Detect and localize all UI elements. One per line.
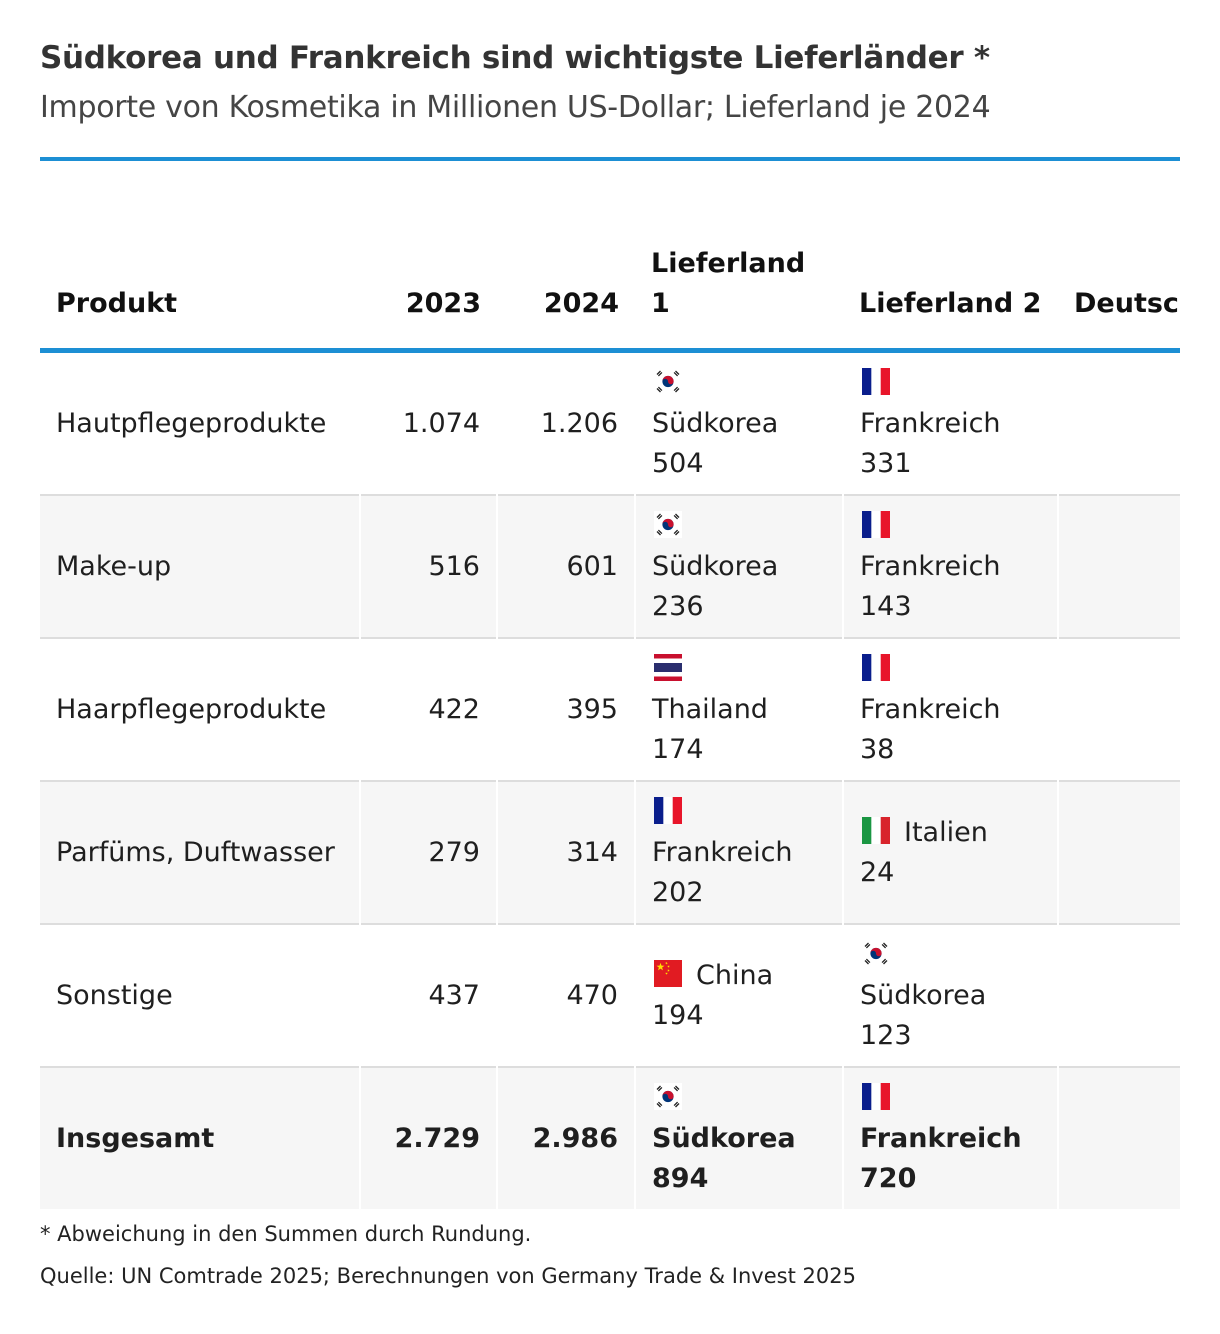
data-table-viewport[interactable]: Produkt 2023 2024 Lieferland 1 Lieferlan… (40, 210, 1180, 1209)
chart-subtitle: Importe von Kosmetika in Millionen US-Do… (40, 90, 991, 125)
column-header-deutschland: Deutsc (1058, 210, 1180, 353)
supplier-1-cell: Südkorea 236 (634, 495, 843, 638)
column-header-supplier-2: Lieferland 2 (843, 210, 1058, 353)
footnote: * Abweichung in den Summen durch Rundung… (40, 1222, 532, 1246)
supplier-country: Frankreich (860, 693, 1001, 725)
value-2024-cell: 395 (496, 638, 635, 781)
deutschland-cell (1057, 924, 1180, 1067)
supplier-1-cell: Südkorea 504 (634, 350, 843, 495)
value-2023-cell: 516 (359, 495, 497, 638)
value-2024-cell: 601 (496, 495, 635, 638)
value-2024-cell: 314 (496, 781, 635, 924)
supplier-value: 331 (860, 447, 912, 479)
source-note: Quelle: UN Comtrade 2025; Berechnungen v… (40, 1264, 856, 1288)
supplier-country: China (696, 959, 774, 991)
title-divider (40, 157, 1180, 161)
supplier-2-cell: Frankreich 331 (842, 350, 1058, 495)
thailand-flag-icon (654, 653, 682, 681)
supplier-value: 174 (652, 733, 704, 765)
deutschland-cell (1057, 1067, 1180, 1209)
south-korea-flag-icon (862, 939, 890, 967)
supplier-value: 123 (860, 1019, 912, 1051)
value-2024-cell: 1.206 (496, 350, 635, 495)
value-2024-cell: 470 (496, 924, 635, 1067)
chart-title: Südkorea und Frankreich sind wichtigste … (40, 40, 990, 76)
deutschland-cell (1057, 638, 1180, 781)
south-korea-flag-icon (654, 1082, 682, 1110)
table-header-row: Produkt 2023 2024 Lieferland 1 Lieferlan… (40, 210, 1180, 353)
supplier-value: 504 (652, 447, 704, 479)
italy-flag-icon (862, 816, 890, 844)
france-flag-icon (862, 653, 890, 681)
supplier-value: 202 (652, 876, 704, 908)
supplier-value: 194 (652, 999, 704, 1031)
table-row: Make-up 516 601 Südkorea 236 Frankreich 143 (40, 495, 1180, 638)
france-flag-icon (654, 796, 682, 824)
table-row: Parfüms, Duftwasser 279 314 Frankreich 202 It… (40, 781, 1180, 924)
column-header-supplier-1: Lieferland 1 (635, 210, 843, 353)
value-2023-cell: 2.729 (359, 1067, 497, 1209)
supplier-country: Frankreich (860, 1122, 1022, 1154)
value-2023-cell: 437 (359, 924, 497, 1067)
product-cell: Hautpflegeprodukte (56, 407, 327, 439)
supplier-value: 720 (860, 1162, 917, 1194)
supplier-value: 894 (652, 1162, 709, 1194)
supplier-value: 24 (860, 856, 895, 888)
supplier-2-cell: Frankreich 143 (842, 495, 1058, 638)
product-cell: Insgesamt (40, 1067, 360, 1209)
supplier-2-cell: Italien 24 (842, 781, 1058, 924)
value-2024-cell: 2.986 (496, 1067, 635, 1209)
south-korea-flag-icon (654, 367, 682, 395)
supplier-country: Südkorea (652, 1122, 796, 1154)
table-row: Hautpflegeprodukte 1.074 1.206 Südkorea 504 F… (40, 350, 1180, 495)
supplier-country: Südkorea (860, 979, 987, 1011)
product-cell: Parfüms, Duftwasser (40, 781, 360, 924)
column-header-2023: 2023 (360, 210, 497, 353)
product-cell: Make-up (40, 495, 360, 638)
france-flag-icon (862, 510, 890, 538)
supplier-country: Frankreich (860, 550, 1001, 582)
supplier-2-cell: Frankreich 38 (842, 638, 1058, 781)
value-2023-cell: 279 (359, 781, 497, 924)
china-flag-icon (654, 959, 682, 987)
column-header-2024: 2024 (497, 210, 635, 353)
value-2023-cell: 422 (359, 638, 497, 781)
supplier-value: 236 (652, 590, 704, 622)
supplier-country: Südkorea (652, 407, 779, 439)
supplier-country: Thailand (652, 693, 768, 725)
supplier-country: Südkorea (652, 550, 779, 582)
supplier-country: Frankreich (652, 836, 793, 868)
table-row-total: Insgesamt 2.729 2.986 Südkorea 894 Frankreich… (40, 1067, 1180, 1209)
supplier-country: Italien (904, 816, 988, 848)
supplier-value: 38 (860, 733, 895, 765)
deutschland-cell (1057, 495, 1180, 638)
table-row: Sonstige 437 470 China 194 Südkorea 123 (40, 924, 1180, 1067)
south-korea-flag-icon (654, 510, 682, 538)
value-2023-cell: 1.074 (359, 350, 497, 495)
france-flag-icon (862, 367, 890, 395)
table-row: Haarpflegeprodukte 422 395 Thailand 174 Frank… (40, 638, 1180, 781)
supplier-2-cell: Frankreich 720 (842, 1067, 1058, 1209)
supplier-1-cell: Südkorea 894 (634, 1067, 843, 1209)
deutschland-cell (1057, 350, 1180, 495)
supplier-value: 143 (860, 590, 912, 622)
deutschland-cell (1057, 781, 1180, 924)
france-flag-icon (862, 1082, 890, 1110)
supplier-1-cell: China 194 (634, 924, 843, 1067)
supplier-2-cell: Südkorea 123 (842, 924, 1058, 1067)
product-cell: Haarpflegeprodukte (56, 693, 327, 725)
column-header-product: Produkt (40, 210, 360, 353)
data-table: Produkt 2023 2024 Lieferland 1 Lieferlan… (40, 210, 1180, 1209)
supplier-1-cell: Frankreich 202 (634, 781, 843, 924)
supplier-1-cell: Thailand 174 (634, 638, 843, 781)
product-cell: Sonstige (56, 979, 173, 1011)
supplier-country: Frankreich (860, 407, 1001, 439)
